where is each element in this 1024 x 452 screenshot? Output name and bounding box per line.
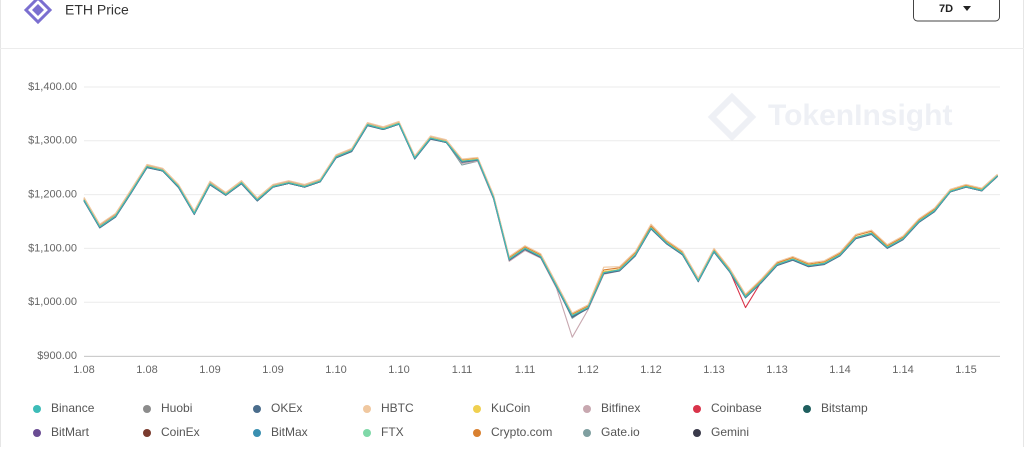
legend-swatch (693, 429, 701, 437)
x-tick-label: 1.11 (452, 364, 473, 376)
legend-item[interactable]: FTX (363, 425, 404, 439)
legend-label: KuCoin (491, 401, 530, 415)
x-tick-label: 1.14 (892, 364, 913, 376)
legend-swatch (473, 405, 481, 413)
legend-label: Bitfinex (601, 401, 640, 415)
chart-title: ETH Price (65, 2, 129, 18)
legend-item[interactable]: Gate.io (583, 425, 640, 439)
x-tick-label: 1.15 (955, 364, 976, 376)
watermark: TokenInsight (707, 92, 952, 142)
x-tick-label: 1.12 (577, 364, 598, 376)
legend-swatch (363, 429, 371, 437)
y-tick-label: $1,300.00 (28, 135, 77, 147)
legend-item[interactable]: HBTC (363, 401, 414, 415)
watermark-text: TokenInsight (768, 99, 952, 132)
legend-item[interactable]: OKEx (253, 401, 302, 415)
legend-label: Gemini (711, 425, 749, 439)
legend-item[interactable]: Huobi (143, 401, 192, 415)
x-tick-label: 1.12 (640, 364, 661, 376)
x-tick-label: 1.14 (829, 364, 850, 376)
legend-item[interactable]: Bitstamp (803, 401, 868, 415)
logo (23, 0, 53, 25)
legend-swatch (583, 429, 591, 437)
x-tick-label: 1.10 (325, 364, 346, 376)
legend-label: Binance (51, 401, 95, 415)
legend-label: Huobi (161, 401, 192, 415)
legend-item[interactable]: BitMax (253, 425, 308, 439)
x-tick-label: 1.08 (73, 364, 94, 376)
legend-item[interactable]: Coinbase (693, 401, 762, 415)
legend-item[interactable]: KuCoin (473, 401, 530, 415)
legend-label: Gate.io (601, 425, 640, 439)
legend-swatch (803, 405, 811, 413)
legend-item[interactable]: CoinEx (143, 425, 200, 439)
legend-swatch (253, 405, 261, 413)
y-tick-label: $1,200.00 (28, 189, 77, 201)
legend-item[interactable]: Crypto.com (473, 425, 552, 439)
legend-swatch (473, 429, 481, 437)
legend-swatch (583, 405, 591, 413)
x-tick-label: 1.11 (515, 364, 536, 376)
legend-swatch (33, 429, 41, 437)
x-tick-label: 1.13 (703, 364, 724, 376)
legend-item[interactable]: Gemini (693, 425, 749, 439)
price-line (83, 120, 998, 314)
range-button-label[interactable]: 7D (939, 3, 953, 15)
legend-label: HBTC (381, 401, 414, 415)
legend-label: OKEx (271, 401, 302, 415)
legend-item[interactable]: Bitfinex (583, 401, 640, 415)
y-tick-label: $1,100.00 (28, 242, 77, 254)
legend-swatch (693, 405, 701, 413)
legend-label: BitMax (271, 425, 308, 439)
x-tick-label: 1.09 (199, 364, 220, 376)
legend-label: Crypto.com (491, 425, 552, 439)
legend-label: CoinEx (161, 425, 200, 439)
legend-label: FTX (381, 425, 404, 439)
x-tick-label: 1.08 (136, 364, 157, 376)
legend-swatch (143, 429, 151, 437)
legend: Binance Huobi OKEx HBTC KuCoin Bitfinex Coinba… (33, 401, 868, 439)
legend-item[interactable]: Binance (33, 401, 95, 415)
price-line (83, 123, 998, 317)
y-tick-label: $1,000.00 (28, 296, 77, 308)
legend-label: BitMart (51, 425, 90, 439)
x-tick-label: 1.10 (388, 364, 409, 376)
legend-swatch (363, 405, 371, 413)
x-tick-label: 1.09 (262, 364, 283, 376)
y-tick-label: $900.00 (37, 350, 77, 362)
legend-swatch (143, 405, 151, 413)
legend-swatch (253, 429, 261, 437)
plot-area: $900.00 $1,000.00 $1,100.00 $1,200.00 $1,300… (28, 81, 1000, 376)
legend-swatch (33, 405, 41, 413)
legend-item[interactable]: BitMart (33, 425, 90, 439)
y-tick-label: $1,400.00 (28, 81, 77, 93)
legend-label: Bitstamp (821, 401, 868, 415)
range-button[interactable]: 7D (913, 0, 1000, 22)
legend-label: Coinbase (711, 401, 762, 415)
x-tick-label: 1.13 (766, 364, 787, 376)
